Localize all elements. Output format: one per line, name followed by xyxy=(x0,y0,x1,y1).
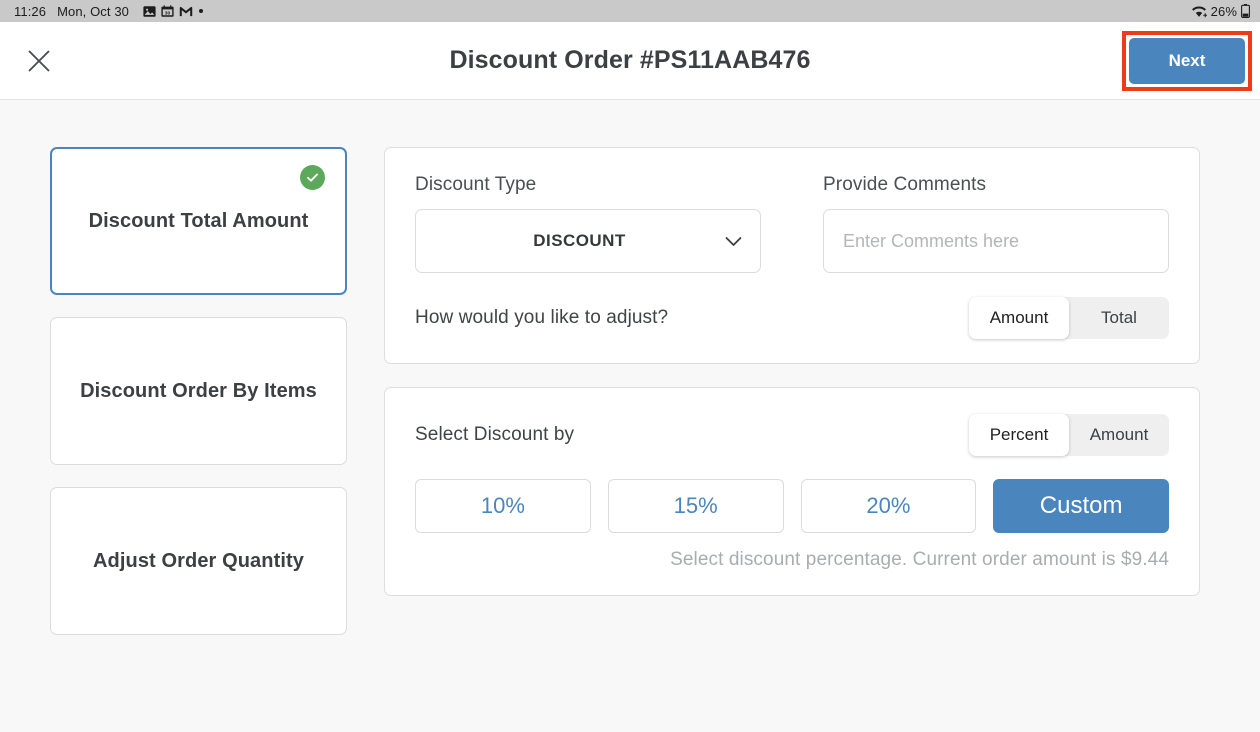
next-button-highlight: Next xyxy=(1122,30,1252,91)
discount-choice-custom[interactable]: Custom xyxy=(993,479,1169,533)
discount-type-value: DISCOUNT xyxy=(533,231,626,250)
status-bar-left: 11:26 Mon, Oct 30 30 xyxy=(14,4,204,19)
discount-type-select[interactable]: DISCOUNT xyxy=(415,209,761,273)
page-title: Discount Order #PS11AAB476 xyxy=(449,46,811,74)
next-button[interactable]: Next xyxy=(1129,37,1245,84)
discount-choice-20[interactable]: 20% xyxy=(800,479,977,533)
select-discount-by-row: Select Discount by Percent Amount xyxy=(415,414,1169,456)
discount-choice-10[interactable]: 10% xyxy=(415,479,591,533)
discount-choice-15[interactable]: 15% xyxy=(607,479,784,533)
app-header: Discount Order #PS11AAB476 Next xyxy=(0,22,1260,100)
status-date: Mon, Oct 30 xyxy=(57,3,129,19)
gmail-icon xyxy=(179,5,193,18)
mode-sidebar: Discount Total Amount Discount Order By … xyxy=(50,147,347,731)
photo-icon xyxy=(143,5,156,18)
check-icon xyxy=(300,165,325,190)
discount-mode-segmented-control: Percent Amount xyxy=(969,414,1169,456)
sidebar-item-label: Discount Total Amount xyxy=(88,209,309,232)
status-bar: 11:26 Mon, Oct 30 30 26% xyxy=(0,0,1260,22)
page-body: Discount Total Amount Discount Order By … xyxy=(0,100,1260,731)
sidebar-item-discount-order-by-items[interactable]: Discount Order By Items xyxy=(50,317,347,465)
sidebar-item-adjust-order-quantity[interactable]: Adjust Order Quantity xyxy=(50,487,347,635)
select-discount-by-label: Select Discount by xyxy=(415,424,575,445)
calendar-icon: 30 xyxy=(161,4,174,18)
select-discount-panel: Select Discount by Percent Amount 10% 15… xyxy=(384,387,1200,596)
dot-icon xyxy=(198,8,204,14)
discount-type-label: Discount Type xyxy=(415,174,537,195)
discount-helper-text: Select discount percentage. Current orde… xyxy=(670,549,1169,570)
discount-mode-amount[interactable]: Amount xyxy=(1089,425,1149,444)
adjust-option-amount[interactable]: Amount xyxy=(969,297,1069,339)
adjust-method-row: How would you like to adjust? Amount Tot… xyxy=(415,297,1169,339)
adjust-question-label: How would you like to adjust? xyxy=(415,307,669,328)
discount-details-fields: Discount Type DISCOUNT Provide Comments xyxy=(415,174,1169,273)
chevron-down-icon xyxy=(725,236,742,246)
close-button[interactable] xyxy=(22,44,56,78)
adjust-method-segmented-control: Amount Total xyxy=(969,297,1169,339)
battery-percent-label: 26% xyxy=(1210,3,1237,19)
close-icon xyxy=(28,49,50,72)
discount-type-field: Discount Type DISCOUNT xyxy=(415,174,761,273)
sidebar-item-label: Adjust Order Quantity xyxy=(92,549,304,572)
sidebar-item-discount-total-amount[interactable]: Discount Total Amount xyxy=(50,147,347,295)
main-content: Discount Type DISCOUNT Provide Comments … xyxy=(384,147,1260,731)
adjust-option-total[interactable]: Total xyxy=(1101,308,1137,327)
status-time: 11:26 xyxy=(14,3,47,19)
sidebar-item-label: Discount Order By Items xyxy=(80,379,317,402)
discount-choice-row: 10% 15% 20% Custom xyxy=(415,479,1169,533)
status-bar-right: 26% xyxy=(1191,4,1250,19)
comments-label: Provide Comments xyxy=(823,174,987,195)
discount-details-panel: Discount Type DISCOUNT Provide Comments … xyxy=(384,147,1200,364)
status-notification-icons: 30 xyxy=(143,4,204,18)
battery-icon xyxy=(1241,4,1250,18)
discount-mode-percent[interactable]: Percent xyxy=(969,414,1069,456)
comments-field: Provide Comments xyxy=(823,174,1169,273)
wifi-icon xyxy=(1191,5,1207,18)
comments-input[interactable] xyxy=(823,209,1169,273)
svg-text:30: 30 xyxy=(165,10,171,16)
